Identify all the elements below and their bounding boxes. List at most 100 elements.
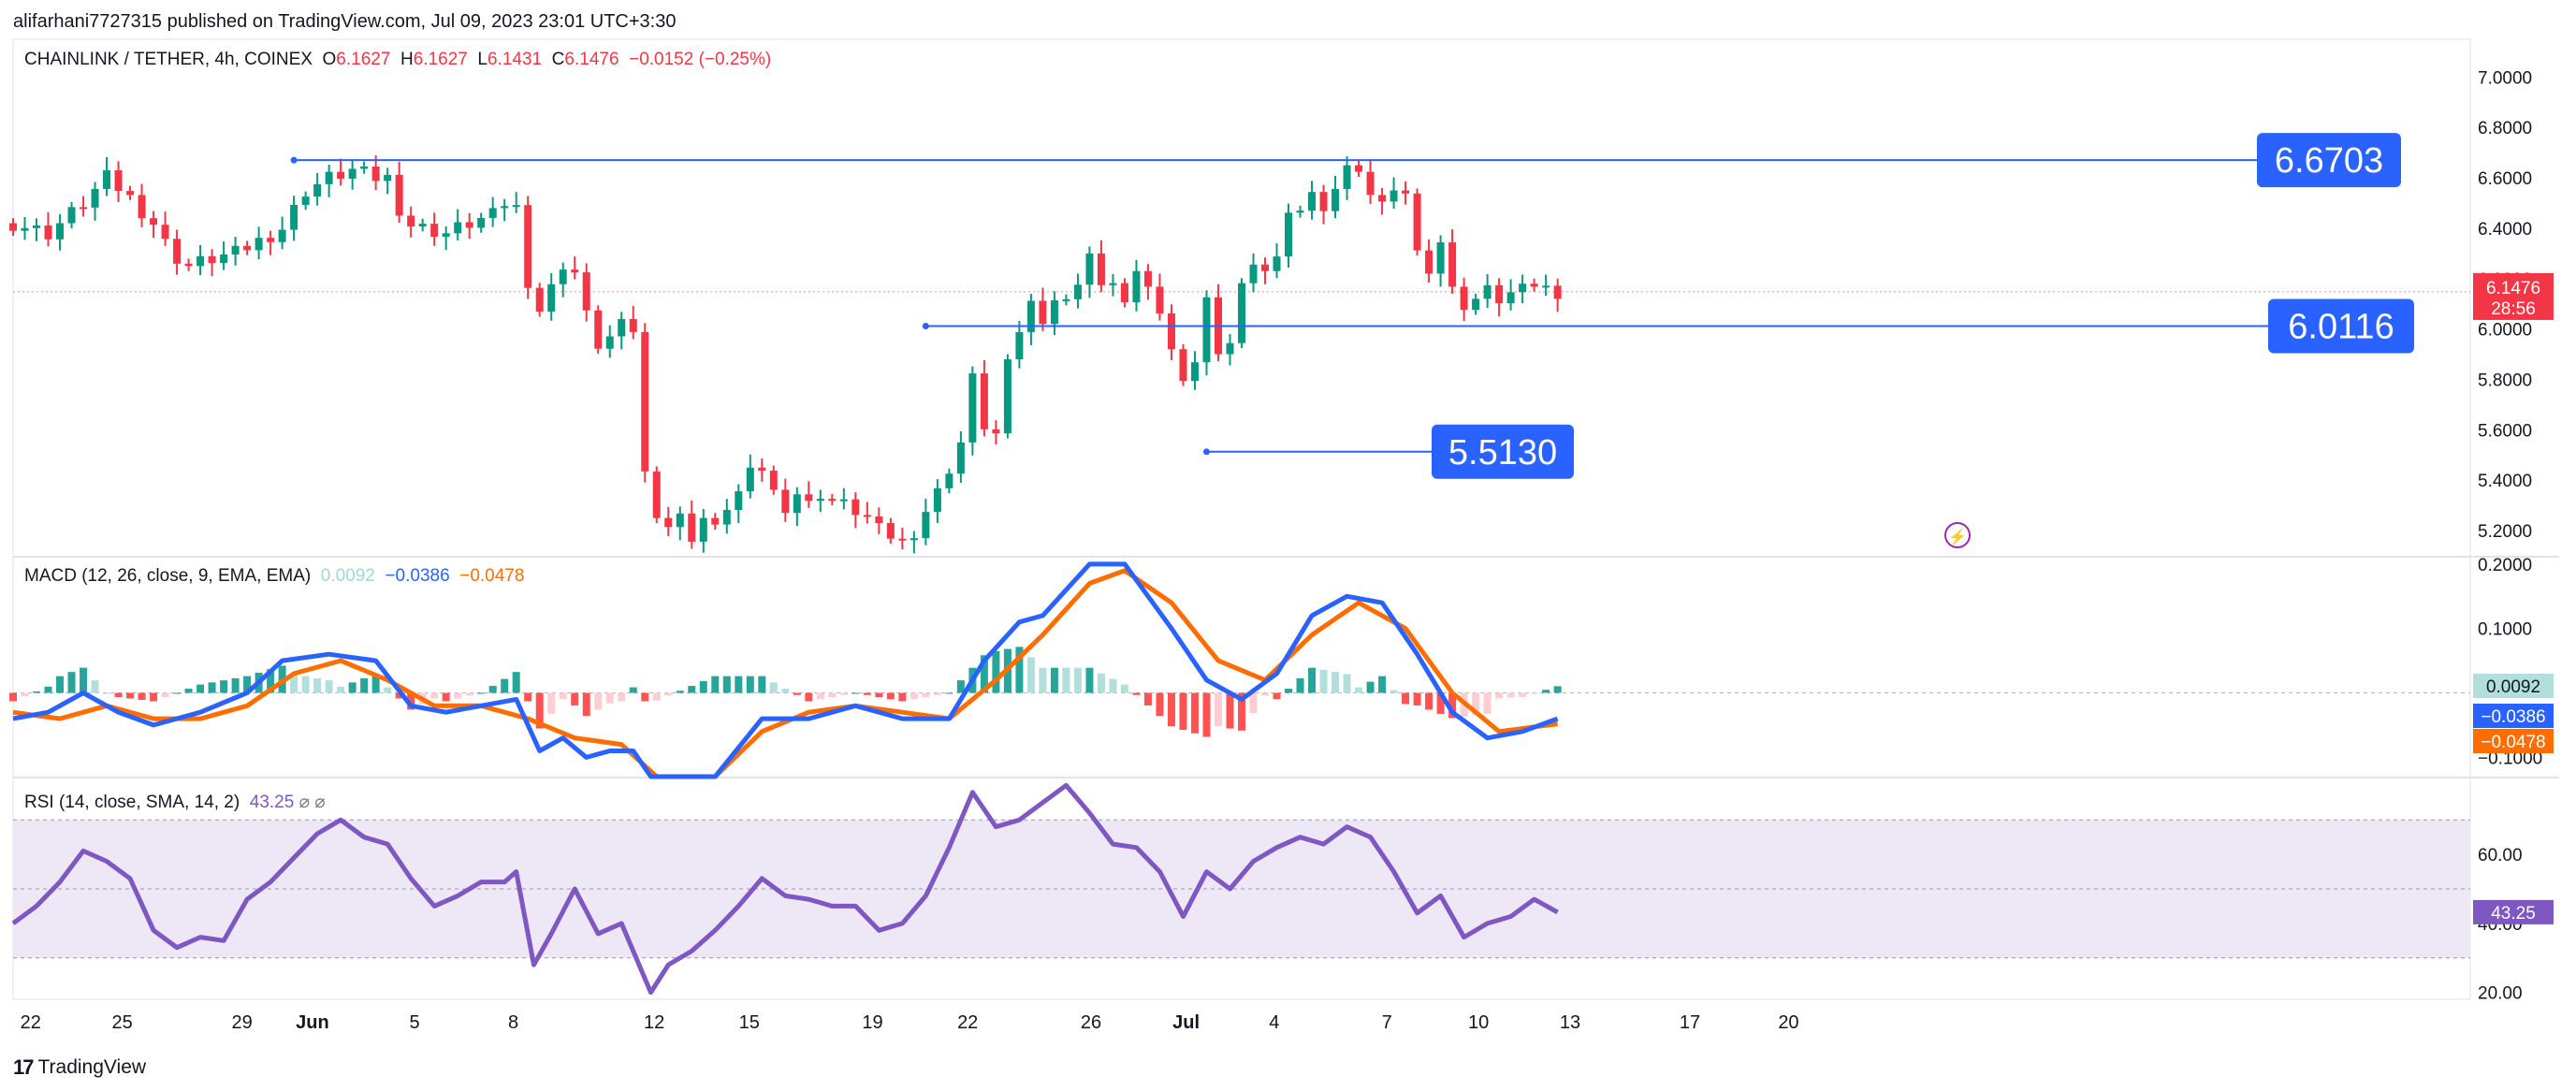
macd-legend[interactable]: MACD (12, 26, close, 9, EMA, EMA) 0.0092… xyxy=(24,566,524,587)
price-tick-label: 6.4000 xyxy=(2478,220,2532,240)
rsi-value: 43.25 xyxy=(249,793,295,812)
macd-histogram-bar xyxy=(699,680,707,693)
rsi-legend[interactable]: RSI (14, close, SMA, 14, 2) 43.25 ⌀ ⌀ xyxy=(24,792,326,813)
macd-histogram-bar xyxy=(1308,667,1317,693)
close-label: C xyxy=(551,50,565,69)
macd-histogram-bar xyxy=(21,692,29,697)
macd-histogram-bar xyxy=(1261,692,1270,696)
x-tick-label: 13 xyxy=(1560,1012,1580,1033)
candle-body xyxy=(21,227,29,231)
x-tick-label: 22 xyxy=(21,1012,41,1033)
candle-body xyxy=(1366,171,1375,196)
macd-histogram-bar xyxy=(91,680,99,693)
candle-body xyxy=(220,254,228,264)
candle-body xyxy=(371,166,380,182)
candle-body xyxy=(56,223,65,240)
macd-value-badge xyxy=(2473,704,2554,728)
macd-histogram-bar xyxy=(371,674,380,693)
macd-histogram-bar xyxy=(407,692,415,710)
level-anchor xyxy=(290,156,298,164)
candle-body xyxy=(395,174,403,216)
macd-histogram-bar xyxy=(652,692,661,701)
candle-body xyxy=(67,207,76,224)
open-value: 6.1627 xyxy=(336,50,391,69)
macd-histogram-bar xyxy=(301,676,310,693)
macd-histogram-bar xyxy=(1273,692,1281,700)
event-lightning-glyph: ⚡ xyxy=(1948,528,1967,546)
candle-body xyxy=(898,538,907,541)
candle-body xyxy=(735,491,743,510)
macd-histogram-bar xyxy=(196,684,205,693)
candle-body xyxy=(699,517,707,542)
tradingview-logo[interactable]: 17 TradingView xyxy=(13,1055,146,1080)
candle-body xyxy=(933,487,941,513)
macd-histogram-bar xyxy=(184,689,193,693)
candle-body xyxy=(1273,256,1281,271)
candle-body xyxy=(348,168,357,179)
candle-body xyxy=(150,218,158,225)
macd-histogram-bar xyxy=(67,672,76,693)
macd-histogram-bar xyxy=(1425,692,1434,710)
macd-histogram-bar xyxy=(138,692,146,700)
macd-histogram-bar xyxy=(1378,676,1387,693)
candle-body xyxy=(945,473,953,488)
macd-histogram-bar xyxy=(126,692,135,699)
macd-histogram-bar xyxy=(875,692,883,698)
price-tick-label: 5.6000 xyxy=(2478,421,2532,441)
candle-body xyxy=(231,245,240,255)
candle-body xyxy=(465,222,473,228)
candle-body xyxy=(1179,349,1187,382)
candle-body xyxy=(1378,195,1387,202)
candle-body xyxy=(1050,299,1058,325)
macd-signal-value: −0.0478 xyxy=(459,566,525,586)
macd-histogram-bar xyxy=(1343,674,1351,693)
candle-body xyxy=(9,223,17,231)
macd-histogram-bar xyxy=(1109,678,1117,693)
macd-histogram-bar xyxy=(1202,692,1211,737)
candle-body xyxy=(1226,342,1234,355)
candle-body xyxy=(33,225,41,228)
candle-body xyxy=(1003,358,1011,434)
candle-body xyxy=(594,310,603,349)
macd-histogram-bar xyxy=(161,692,169,698)
candle-body xyxy=(1355,165,1363,172)
macd-histogram-bar xyxy=(1506,692,1515,698)
candle-body xyxy=(1039,300,1047,325)
macd-histogram-bar xyxy=(1319,669,1328,693)
macd-histogram-bar xyxy=(477,692,486,694)
change-value: −0.0152 (−0.25%) xyxy=(629,50,772,69)
price-tick-label: 5.4000 xyxy=(2478,472,2532,491)
candle-body xyxy=(1062,298,1070,301)
macd-histogram-bar xyxy=(395,692,403,699)
macd-tick-label: 0.1000 xyxy=(2478,620,2532,640)
candle-body xyxy=(1472,298,1480,311)
macd-histogram-bar xyxy=(980,655,988,693)
macd-histogram-bar xyxy=(173,692,182,694)
macd-histogram-bar xyxy=(1472,692,1480,716)
candle-body xyxy=(722,509,731,525)
macd-hist-value: 0.0092 xyxy=(320,566,375,586)
macd-histogram-bar xyxy=(512,672,520,693)
candle-body xyxy=(968,373,977,443)
macd-histogram-bar xyxy=(1214,692,1222,727)
candle-body xyxy=(641,331,649,472)
macd-histogram-bar xyxy=(1390,690,1398,693)
candle-body xyxy=(138,195,146,219)
macd-histogram-bar xyxy=(1156,692,1164,717)
candle-body xyxy=(1202,297,1211,363)
candle-body xyxy=(325,171,333,184)
macd-histogram-bar xyxy=(208,682,216,693)
candle-body xyxy=(1460,286,1468,311)
candle-body xyxy=(1143,270,1152,287)
symbol-legend[interactable]: CHAINLINK / TETHER, 4h, COINEX O6.1627 H… xyxy=(24,50,771,70)
candle-body xyxy=(337,171,345,179)
macd-badge-value: 0.0092 xyxy=(2486,677,2540,697)
candle-body xyxy=(1519,284,1527,293)
candle-body xyxy=(1238,283,1245,343)
candle-body xyxy=(208,255,216,264)
macd-histogram-bar xyxy=(688,686,696,693)
candle-body xyxy=(688,513,696,542)
macd-histogram-bar xyxy=(337,686,345,693)
candle-body xyxy=(1425,250,1434,274)
